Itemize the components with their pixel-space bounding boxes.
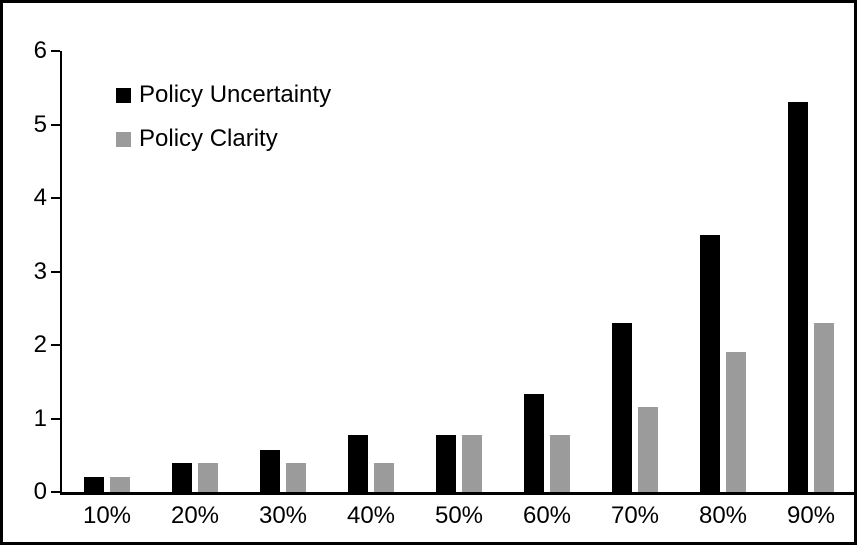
bar-policy-clarity-20% bbox=[198, 463, 218, 492]
y-axis-label: 2 bbox=[33, 331, 47, 358]
y-axis-label: 3 bbox=[33, 257, 47, 285]
y-axis-label: 1 bbox=[33, 404, 47, 432]
y-axis-tick bbox=[51, 344, 60, 346]
bar-policy-clarity-40% bbox=[374, 463, 394, 492]
bar-policy-uncertainty-80% bbox=[700, 235, 720, 492]
x-axis-label: 90% bbox=[786, 502, 836, 529]
bar-policy-clarity-70% bbox=[638, 407, 658, 492]
legend-label: Policy Uncertainty bbox=[139, 81, 332, 108]
x-axis-label: 40% bbox=[346, 502, 396, 529]
x-axis-label: 70% bbox=[610, 502, 660, 529]
y-axis-label: 4 bbox=[33, 184, 47, 211]
bar-policy-uncertainty-60% bbox=[524, 394, 544, 492]
y-axis-tick bbox=[51, 270, 60, 273]
y-axis-tick bbox=[51, 197, 60, 199]
bar-policy-uncertainty-30% bbox=[260, 450, 280, 492]
chart-legend: Policy Uncertainty Policy Clarity bbox=[116, 81, 331, 169]
bar-policy-clarity-50% bbox=[462, 435, 482, 492]
bar-policy-uncertainty-70% bbox=[612, 323, 632, 492]
bar-policy-uncertainty-40% bbox=[348, 435, 368, 492]
x-axis-label: 80% bbox=[698, 502, 748, 529]
legend-label: Policy Clarity bbox=[139, 125, 278, 152]
bar-policy-clarity-80% bbox=[726, 352, 746, 492]
legend-swatch-gray-icon bbox=[116, 131, 131, 147]
x-axis-label: 20% bbox=[170, 502, 220, 529]
bar-policy-uncertainty-20% bbox=[172, 463, 192, 492]
y-axis-tick bbox=[51, 123, 60, 126]
x-axis-label: 50% bbox=[434, 502, 484, 529]
bar-policy-clarity-60% bbox=[550, 435, 570, 492]
y-axis-label: 5 bbox=[33, 110, 47, 138]
y-axis-tick bbox=[51, 50, 60, 52]
bar-policy-uncertainty-10% bbox=[84, 477, 104, 492]
y-axis-tick bbox=[51, 417, 60, 420]
bar-policy-clarity-10% bbox=[110, 477, 130, 492]
bar-policy-uncertainty-90% bbox=[788, 102, 808, 492]
plot-area bbox=[51, 50, 854, 495]
y-axis-label: 0 bbox=[33, 478, 47, 505]
bar-policy-clarity-90% bbox=[814, 323, 834, 492]
x-axis-label: 10% bbox=[82, 502, 132, 529]
legend-item-policy-clarity: Policy Clarity bbox=[116, 125, 331, 153]
legend-swatch-black-icon bbox=[116, 87, 131, 103]
x-axis-label: 60% bbox=[522, 502, 572, 529]
bar-policy-uncertainty-50% bbox=[436, 435, 456, 492]
y-axis-tick bbox=[51, 491, 60, 493]
y-axis-label: 6 bbox=[33, 37, 47, 64]
x-axis-label: 30% bbox=[258, 502, 308, 529]
legend-item-policy-uncertainty: Policy Uncertainty bbox=[116, 81, 331, 109]
bar-policy-clarity-30% bbox=[286, 463, 306, 492]
